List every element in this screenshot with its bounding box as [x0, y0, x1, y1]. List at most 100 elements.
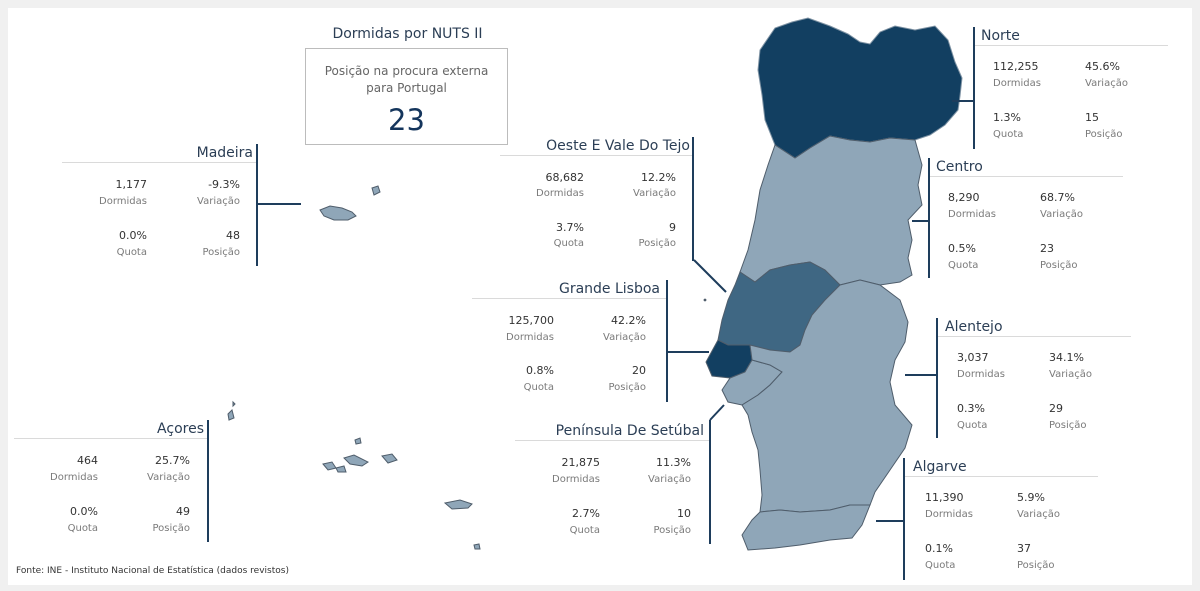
norte-variacao-value: 45.6%	[1085, 60, 1120, 73]
setubal-variacao-label: Variação	[648, 474, 691, 485]
lisboa-posicao-value: 20	[632, 364, 646, 377]
setubal-quota-value: 2.7%	[572, 507, 600, 520]
alentejo-title-rule	[938, 336, 1131, 337]
alentejo-dormidas-label: Dormidas	[957, 369, 1005, 380]
acores-island-7[interactable]	[381, 453, 398, 464]
alentejo-posicao-value: 29	[1049, 402, 1063, 415]
acores-title-rule	[14, 438, 207, 439]
acores-variacao-label: Variação	[147, 472, 190, 483]
setubal-quota-label: Quota	[569, 525, 600, 536]
alentejo-quota-value: 0.3%	[957, 402, 985, 415]
setubal-posicao-label: Posição	[653, 525, 691, 536]
oeste-title: Oeste E Vale Do Tejo	[546, 138, 690, 154]
setubal-dormidas-label: Dormidas	[552, 474, 600, 485]
algarve-variacao-value: 5.9%	[1017, 491, 1045, 504]
alentejo-connector	[905, 374, 937, 376]
norte-posicao-value: 15	[1085, 111, 1099, 124]
acores-island-3[interactable]	[354, 437, 362, 445]
kpi-card: Posição na procura externa para Portugal…	[305, 48, 508, 145]
berlengas-dot	[703, 298, 707, 302]
madeira-vline	[256, 144, 258, 266]
centro-dormidas-label: Dormidas	[948, 209, 996, 220]
norte-dormidas-value: 112,255	[993, 60, 1039, 73]
lisboa-dormidas-label: Dormidas	[506, 332, 554, 343]
madeira-connector	[257, 203, 301, 205]
dashboard-frame	[8, 8, 1192, 585]
lisboa-title-rule	[472, 298, 666, 299]
centro-posicao-value: 23	[1040, 242, 1054, 255]
acores-dormidas-value: 464	[77, 454, 98, 467]
algarve-variacao-label: Variação	[1017, 509, 1060, 520]
oeste-dormidas-label: Dormidas	[536, 188, 584, 199]
algarve-vline	[903, 458, 905, 580]
lisboa-connector	[667, 351, 709, 353]
kpi-label-line1: Posição na procura externa	[324, 64, 489, 78]
acores-island-4[interactable]	[343, 454, 369, 467]
algarve-posicao-value: 37	[1017, 542, 1031, 555]
alentejo-vline	[936, 318, 938, 438]
acores-posicao-value: 49	[176, 505, 190, 518]
acores-posicao-label: Posição	[152, 523, 190, 534]
kpi-label-line2: para Portugal	[366, 81, 447, 95]
region-norte-shape[interactable]	[757, 17, 963, 159]
lisboa-quota-label: Quota	[523, 382, 554, 393]
oeste-variacao-value: 12.2%	[641, 171, 676, 184]
oeste-quota-value: 3.7%	[556, 221, 584, 234]
setubal-vline	[709, 420, 711, 544]
madeira-dormidas-value: 1,177	[115, 178, 148, 191]
lisboa-dormidas-value: 125,700	[508, 314, 555, 327]
porto-santo-shape[interactable]	[371, 185, 381, 196]
alentejo-variacao-value: 34.1%	[1049, 351, 1084, 364]
alentejo-posicao-label: Posição	[1049, 420, 1087, 431]
algarve-dormidas-value: 11,390	[925, 491, 964, 504]
setubal-posicao-value: 10	[677, 507, 691, 520]
algarve-quota-value: 0.1%	[925, 542, 953, 555]
algarve-title: Algarve	[913, 459, 967, 475]
oeste-posicao-label: Posição	[638, 238, 676, 249]
kpi-title: Dormidas por NUTS II	[332, 26, 483, 42]
centro-quota-value: 0.5%	[948, 242, 976, 255]
norte-quota-value: 1.3%	[993, 111, 1021, 124]
centro-connector	[912, 220, 929, 222]
acores-island-2[interactable]	[232, 400, 236, 408]
acores-island-8[interactable]	[443, 499, 473, 510]
algarve-posicao-label: Posição	[1017, 560, 1055, 571]
oeste-connector	[693, 259, 727, 293]
norte-vline	[973, 27, 975, 149]
acores-island-1[interactable]	[227, 409, 235, 421]
centro-posicao-label: Posição	[1040, 260, 1078, 271]
norte-connector	[952, 100, 974, 102]
lisboa-quota-value: 0.8%	[526, 364, 554, 377]
lisboa-title: Grande Lisboa	[558, 281, 660, 297]
centro-variacao-value: 68.7%	[1040, 191, 1075, 204]
algarve-quota-label: Quota	[925, 560, 956, 571]
alentejo-title: Alentejo	[945, 319, 1003, 335]
setubal-title: Península De Setúbal	[555, 423, 704, 439]
madeira-island-shape[interactable]	[319, 205, 357, 221]
oeste-dormidas-value: 68,682	[545, 171, 585, 184]
acores-vline	[207, 420, 209, 542]
madeira-variacao-label: Variação	[197, 196, 240, 207]
acores-dormidas-label: Dormidas	[50, 472, 98, 483]
setubal-connector	[709, 404, 725, 421]
alentejo-variacao-label: Variação	[1049, 369, 1092, 380]
algarve-connector	[876, 520, 904, 522]
oeste-vline	[692, 137, 694, 261]
region-algarve-shape[interactable]	[741, 504, 871, 551]
centro-dormidas-value: 8,290	[948, 191, 980, 204]
madeira-title-rule	[62, 162, 256, 163]
alentejo-dormidas-value: 3,037	[957, 351, 989, 364]
centro-quota-label: Quota	[948, 260, 979, 271]
acores-island-9[interactable]	[473, 543, 481, 550]
acores-island-5[interactable]	[322, 461, 337, 471]
madeira-quota-label: Quota	[116, 247, 147, 258]
algarve-title-rule	[905, 476, 1098, 477]
acores-island-6[interactable]	[335, 465, 347, 473]
algarve-dormidas-label: Dormidas	[925, 509, 973, 520]
norte-quota-label: Quota	[993, 129, 1024, 140]
region-centro-shape[interactable]	[739, 135, 923, 286]
setubal-variacao-value: 11.3%	[656, 456, 691, 469]
acores-variacao-value: 25.7%	[155, 454, 190, 467]
setubal-dormidas-value: 21,875	[561, 456, 601, 469]
centro-title-rule	[930, 176, 1123, 177]
